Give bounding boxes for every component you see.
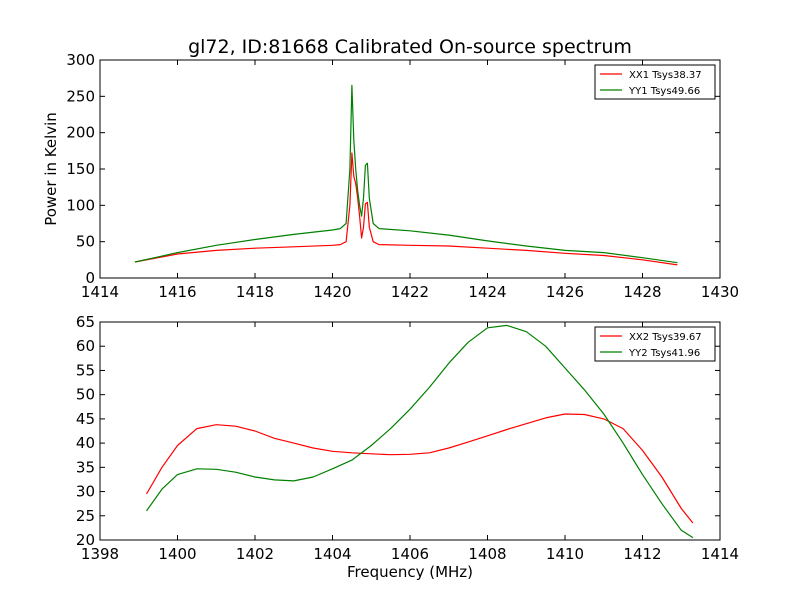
bottom-series-line-1 [145,413,694,524]
top-legend-label: YY1 Tsys49.66 [628,86,700,97]
top-x-tick-label: 1426 [546,283,584,301]
bottom-x-tick-label: 1400 [158,545,196,563]
chart-title: gl72, ID:81668 Calibrated On-source spec… [188,36,632,58]
bottom-y-tick-label: 50 [76,386,95,404]
bottom-legend: XX2 Tsys39.67 YY2 Tsys41.96 [594,326,716,362]
top-x-tick-label: 1416 [158,283,196,301]
bottom-y-tick-label: 60 [76,337,95,355]
bottom-series [145,324,694,539]
top-x-tick-label: 1424 [468,283,506,301]
bottom-y-tick-label: 20 [76,531,95,549]
top-y-tick-label: 100 [66,196,95,214]
top-y-tick-label: 250 [66,87,95,105]
bottom-x-tick-label: 1410 [546,545,584,563]
top-x-tick-label: 1414 [81,283,119,301]
top-legend-box [594,64,716,100]
bottom-series-line-2 [146,324,694,539]
bottom-x-tick-label: 1412 [623,545,661,563]
bottom-x-tick-label: 1406 [391,545,429,563]
bottom-x-tick-label: 1408 [468,545,506,563]
top-series [134,84,678,266]
top-series-line-1 [134,152,678,266]
top-y-tick-label: 0 [85,269,95,287]
top-y-ticks: 0 50 100 150 200 250 300 [66,51,720,287]
top-y-tick-label: 300 [66,51,95,69]
bottom-x-tick-label: 1402 [236,545,274,563]
top-legend: XX1 Tsys38.37 YY1 Tsys49.66 [594,64,716,100]
bottom-y-ticks: 20 25 30 35 40 45 50 55 60 65 [76,313,720,549]
bottom-y-tick-label: 30 [76,483,95,501]
top-x-tick-label: 1428 [623,283,661,301]
top-x-tick-label: 1420 [313,283,351,301]
top-legend-label: XX1 Tsys38.37 [629,70,702,81]
bottom-legend-label: XX2 Tsys39.67 [629,332,702,343]
top-x-tick-label: 1418 [236,283,274,301]
top-y-tick-label: 200 [66,124,95,142]
bottom-legend-box [594,326,716,362]
bottom-plot: 1398 1400 1402 1404 1406 1408 1410 1412 1414 202… [76,313,739,581]
bottom-y-tick-label: 25 [76,507,95,525]
top-series-line-2 [134,84,678,264]
bottom-y-tick-label: 65 [76,313,95,331]
top-y-tick-label: 50 [76,233,95,251]
bottom-y-tick-label: 45 [76,410,95,428]
top-x-ticks: 1414 1416 1418 1420 1422 1424 1426 1428 1430 [81,60,739,301]
bottom-x-tick-label: 1404 [313,545,351,563]
bottom-x-tick-label: 1414 [701,545,739,563]
top-x-tick-label: 1430 [701,283,739,301]
top-y-tick-label: 150 [66,160,95,178]
top-plot: 1414 1416 1418 1420 1422 1424 1426 1428 1430 0 50… [42,51,739,301]
bottom-y-tick-label: 40 [76,434,95,452]
bottom-x-axis-label: Frequency (MHz) [347,563,473,581]
bottom-x-ticks: 1398 1400 1402 1404 1406 1408 1410 1412 1414 [81,322,739,563]
bottom-legend-label: YY2 Tsys41.96 [628,348,700,359]
bottom-y-tick-label: 35 [76,458,95,476]
bottom-x-tick-label: 1398 [81,545,119,563]
top-y-axis-label: Power in Kelvin [42,112,60,226]
bottom-y-tick-label: 55 [76,361,95,379]
top-x-tick-label: 1422 [391,283,429,301]
